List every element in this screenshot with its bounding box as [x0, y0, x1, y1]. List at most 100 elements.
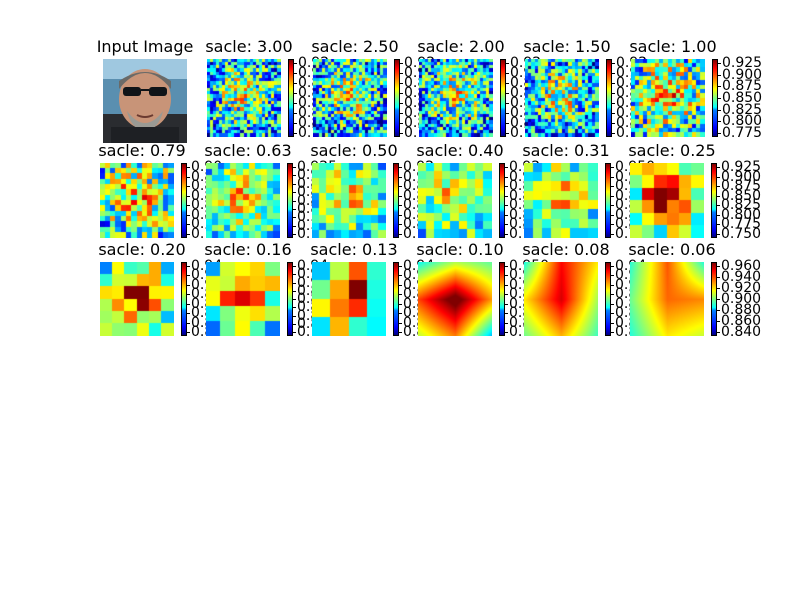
colorbar-tick-mark	[505, 195, 508, 197]
colorbar-tick-label: 0.925	[721, 159, 762, 175]
colorbar-tick-label: 0.940	[721, 269, 762, 285]
heatmap-image	[100, 262, 174, 336]
colorbar-tick-mark	[187, 224, 190, 226]
colorbar-tick-label: 0.900	[721, 168, 762, 185]
colorbar-tick-label: 0.860	[721, 313, 762, 329]
colorbar-tick-mark	[293, 299, 296, 300]
colorbar-tick-label: 0.875	[722, 78, 763, 95]
colorbar-tick-mark	[505, 176, 508, 178]
heatmap-title: sacle: 0.06	[628, 240, 716, 259]
colorbar-tick-mark	[718, 133, 721, 134]
colorbar-tick-mark	[400, 113, 403, 114]
colorbar-tick-mark	[612, 93, 615, 94]
colorbar-tick-mark	[187, 303, 190, 305]
colorbar	[288, 59, 294, 137]
colorbar-tick-mark	[293, 225, 296, 227]
colorbar-tick-mark	[506, 83, 509, 84]
heatmap-image	[418, 262, 492, 336]
colorbar-tick-mark	[187, 322, 190, 324]
colorbar-tick-mark	[399, 303, 402, 305]
colorbar-tick-mark	[611, 224, 614, 226]
colorbar-tick-label: 0.850	[721, 187, 762, 204]
colorbar-tick-label: 0.775	[722, 125, 763, 141]
colorbar-tick-mark	[293, 266, 296, 267]
colorbar-tick-mark	[505, 205, 508, 207]
heatmap-title: sacle: 0.63	[204, 141, 292, 160]
colorbar-tick-mark	[187, 332, 190, 333]
heatmap-image	[312, 262, 386, 336]
colorbar-tick-mark	[505, 332, 508, 333]
colorbar-tick-mark	[505, 322, 508, 324]
colorbar-tick-mark	[611, 313, 614, 315]
colorbar-tick-mark	[505, 167, 508, 168]
colorbar-tick-mark	[293, 167, 296, 168]
colorbar-tick-mark	[717, 176, 720, 178]
colorbar-tick-label: 0.900	[721, 291, 762, 307]
heatmap-image	[207, 59, 281, 137]
colorbar-tick-mark	[293, 183, 296, 185]
colorbar-tick-mark	[187, 275, 190, 277]
colorbar-tick-mark	[294, 83, 297, 84]
colorbar-tick-mark	[611, 303, 614, 305]
colorbar-tick-mark	[717, 214, 720, 216]
heatmap-image	[418, 163, 492, 238]
colorbar	[605, 262, 611, 336]
colorbar-tick-mark	[399, 275, 402, 277]
colorbar-tick-mark	[399, 234, 402, 235]
heatmap-image	[525, 59, 599, 137]
colorbar-tick-mark	[399, 176, 402, 178]
face-photo-illustration	[103, 59, 187, 143]
heatmap-image	[631, 59, 705, 137]
colorbar-tick-mark	[505, 313, 508, 315]
colorbar	[499, 163, 505, 238]
colorbar	[499, 262, 505, 336]
colorbar	[393, 163, 399, 238]
colorbar	[393, 262, 399, 336]
colorbar-tick-mark	[400, 83, 403, 84]
heatmap-image	[206, 163, 280, 238]
colorbar-tick-mark	[717, 288, 720, 289]
colorbar-tick-mark	[399, 195, 402, 197]
heatmap-title: sacle: 1.00	[629, 37, 717, 56]
colorbar-tick-label: 0.900	[722, 66, 763, 83]
colorbar-tick-mark	[293, 315, 296, 317]
colorbar-tick-mark	[506, 123, 509, 124]
colorbar-tick-mark	[294, 103, 297, 104]
colorbar-tick-label: 0.750	[721, 226, 762, 242]
colorbar-tick-mark	[187, 284, 190, 286]
colorbar	[606, 59, 612, 137]
colorbar-tick-mark	[611, 167, 614, 168]
colorbar	[181, 262, 187, 336]
colorbar-tick-mark	[505, 214, 508, 216]
colorbar-tick-mark	[717, 186, 720, 188]
colorbar-tick-mark	[293, 323, 296, 325]
colorbar-tick-mark	[505, 234, 508, 235]
colorbar-tick-label: 0.825	[721, 197, 762, 214]
colorbar-tick-mark	[505, 275, 508, 277]
colorbar-tick-mark	[612, 113, 615, 114]
colorbar-tick-mark	[611, 176, 614, 178]
heatmap-title: sacle: 0.10	[416, 240, 504, 259]
colorbar-tick-mark	[717, 205, 720, 207]
colorbar-tick-mark	[399, 224, 402, 226]
colorbar-tick-mark	[294, 123, 297, 124]
heatmap-image	[419, 59, 493, 137]
colorbar-tick-label: 0.840	[721, 324, 762, 340]
colorbar-tick-mark	[187, 214, 190, 216]
colorbar-tick-mark	[505, 266, 508, 267]
colorbar-tick-mark	[187, 266, 190, 267]
colorbar-tick-mark	[399, 332, 402, 333]
colorbar-tick-mark	[399, 186, 402, 188]
colorbar	[287, 262, 293, 336]
colorbar-tick-mark	[718, 63, 721, 64]
colorbar-tick-mark	[294, 113, 297, 114]
colorbar-tick-mark	[505, 303, 508, 305]
colorbar-tick-mark	[187, 234, 190, 235]
colorbar-tick-mark	[718, 121, 721, 123]
colorbar-tick-label: 0.920	[721, 280, 762, 296]
colorbar-tick-mark	[187, 294, 190, 296]
heatmap-image	[312, 163, 386, 238]
colorbar-tick-mark	[611, 294, 614, 296]
colorbar-tick-mark	[611, 332, 614, 333]
